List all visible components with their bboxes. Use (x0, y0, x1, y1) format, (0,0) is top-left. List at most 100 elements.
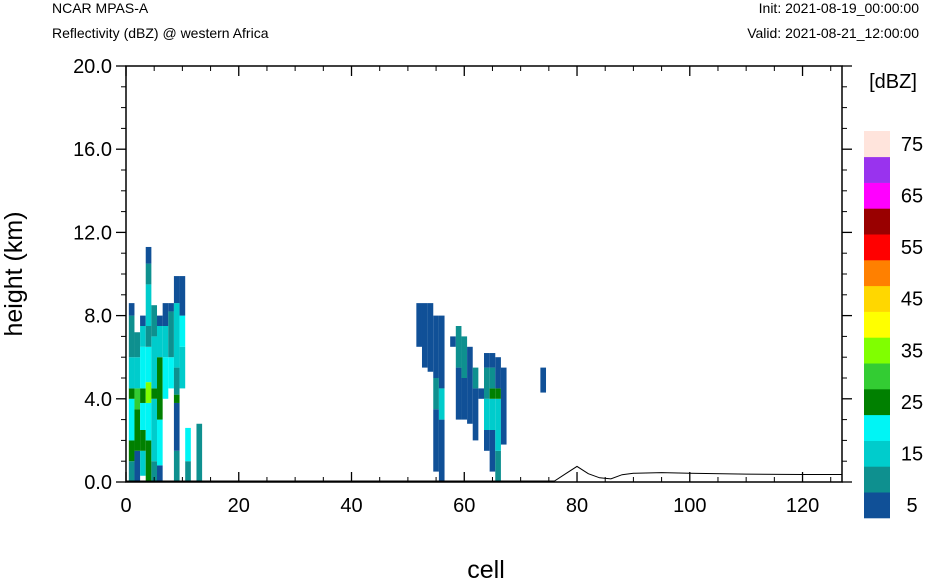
reflectivity-cell (433, 409, 439, 472)
reflectivity-cell (185, 461, 191, 482)
colorbar-tick-label: 15 (901, 444, 923, 466)
reflectivity-cell (484, 367, 490, 399)
reflectivity-cell (450, 336, 456, 347)
reflectivity-cell (145, 382, 152, 403)
colorbar-tick-label: 25 (901, 392, 923, 414)
reflectivity-cell (168, 303, 174, 312)
reflectivity-cell (484, 398, 490, 430)
colorbar-swatch (864, 492, 890, 519)
init-time: Init: 2021-08-19_00:00:00 (758, 0, 919, 16)
reflectivity-cell (438, 419, 445, 482)
reflectivity-cell (173, 394, 180, 403)
x-axis-label: cell (467, 556, 505, 580)
reflectivity-cell (145, 246, 152, 264)
reflectivity-cell (151, 305, 158, 337)
reflectivity-cell (433, 315, 439, 378)
colorbar-unit: [dBZ] (869, 71, 917, 93)
field-title: Reflectivity (dBZ) @ western Africa (52, 25, 269, 41)
x-tick-label: 100 (673, 495, 706, 517)
colorbar-swatch (864, 156, 890, 183)
colorbar-tick-label: 55 (901, 237, 923, 259)
colorbar-swatch (864, 208, 890, 235)
valid-time: Valid: 2021-08-21_12:00:00 (747, 25, 919, 41)
reflectivity-cell (478, 388, 484, 399)
reflectivity-cell (179, 315, 186, 347)
colorbar-tick-label: 75 (901, 134, 923, 156)
reflectivity-cell (472, 388, 479, 441)
reflectivity-cell (157, 315, 163, 326)
reflectivity-cell (134, 357, 141, 389)
reflectivity-cell (140, 346, 146, 389)
y-tick-label: 0.0 (84, 472, 112, 494)
reflectivity-cell (179, 276, 186, 316)
reflectivity-cell (145, 263, 152, 285)
reflectivity-cell (489, 367, 496, 389)
reflectivity-cell (179, 346, 186, 389)
reflectivity-cell (140, 388, 146, 403)
reflectivity-cell (145, 346, 152, 383)
colorbar-swatch (864, 285, 890, 312)
x-tick-label: 80 (566, 495, 588, 517)
reflectivity-cell (140, 326, 146, 347)
colorbar-tick-label: 35 (901, 340, 923, 362)
reflectivity-cell (168, 311, 174, 358)
reflectivity-cell (145, 440, 152, 482)
reflectivity-cells (128, 246, 547, 482)
reflectivity-cell (421, 303, 428, 368)
reflectivity-cell (162, 326, 169, 358)
y-tick-label: 4.0 (84, 389, 112, 411)
reflectivity-cell (438, 388, 445, 420)
colorbar-swatch (864, 311, 890, 338)
axis-ticks: 0 20 40 60 80 100 120 0.0 4.0 8.0 12.0 16.0 20.0 (73, 56, 852, 517)
reflectivity-cell (540, 367, 547, 393)
reflectivity-cell (134, 450, 141, 482)
reflectivity-cell (489, 388, 496, 399)
reflectivity-cell (495, 398, 501, 451)
reflectivity-cell (151, 388, 158, 399)
colorbar-tick-label: 45 (901, 289, 923, 311)
reflectivity-cell (173, 367, 180, 395)
colorbar: 5 15 25 35 45 55 65 75 (864, 131, 923, 519)
reflectivity-cell (489, 398, 496, 430)
reflectivity-cell (134, 388, 141, 410)
colorbar-swatch (864, 466, 890, 493)
reflectivity-cell (151, 398, 158, 462)
reflectivity-cell (495, 450, 501, 482)
reflectivity-cell (484, 430, 490, 451)
reflectivity-cell (140, 450, 146, 476)
reflectivity-cell (151, 461, 158, 482)
reflectivity-cell (151, 336, 158, 389)
reflectivity-cell (461, 378, 468, 420)
reflectivity-cell (455, 326, 462, 368)
reflectivity-cell (145, 284, 152, 326)
colorbar-swatch (864, 260, 890, 287)
reflectivity-cell (173, 303, 180, 368)
reflectivity-cell (128, 315, 135, 358)
reflectivity-cell (168, 357, 174, 389)
reflectivity-cell (173, 450, 180, 482)
reflectivity-cell (467, 346, 473, 424)
reflectivity-cell (427, 303, 434, 372)
reflectivity-cell (157, 357, 163, 420)
colorbar-swatch (864, 337, 890, 364)
reflectivity-cell (185, 427, 191, 462)
terrain-line (126, 465, 842, 482)
colorbar-swatch (864, 389, 890, 416)
reflectivity-cell (140, 402, 146, 430)
reflectivity-cell (489, 353, 496, 368)
colorbar-swatch (864, 234, 890, 261)
colorbar-swatch (864, 131, 890, 158)
reflectivity-cell (134, 332, 141, 358)
reflectivity-cell (128, 388, 135, 399)
colorbar-swatch (864, 363, 890, 390)
y-tick-label: 20.0 (73, 56, 112, 78)
reflectivity-cell (173, 276, 180, 304)
x-tick-label: 20 (228, 495, 250, 517)
colorbar-swatch (864, 440, 890, 467)
reflectivity-cell (128, 440, 135, 462)
x-tick-label: 0 (120, 495, 131, 517)
y-tick-label: 8.0 (84, 306, 112, 328)
reflectivity-cell (157, 326, 163, 358)
reflectivity-cell (416, 303, 422, 347)
reflectivity-cell (145, 402, 152, 441)
